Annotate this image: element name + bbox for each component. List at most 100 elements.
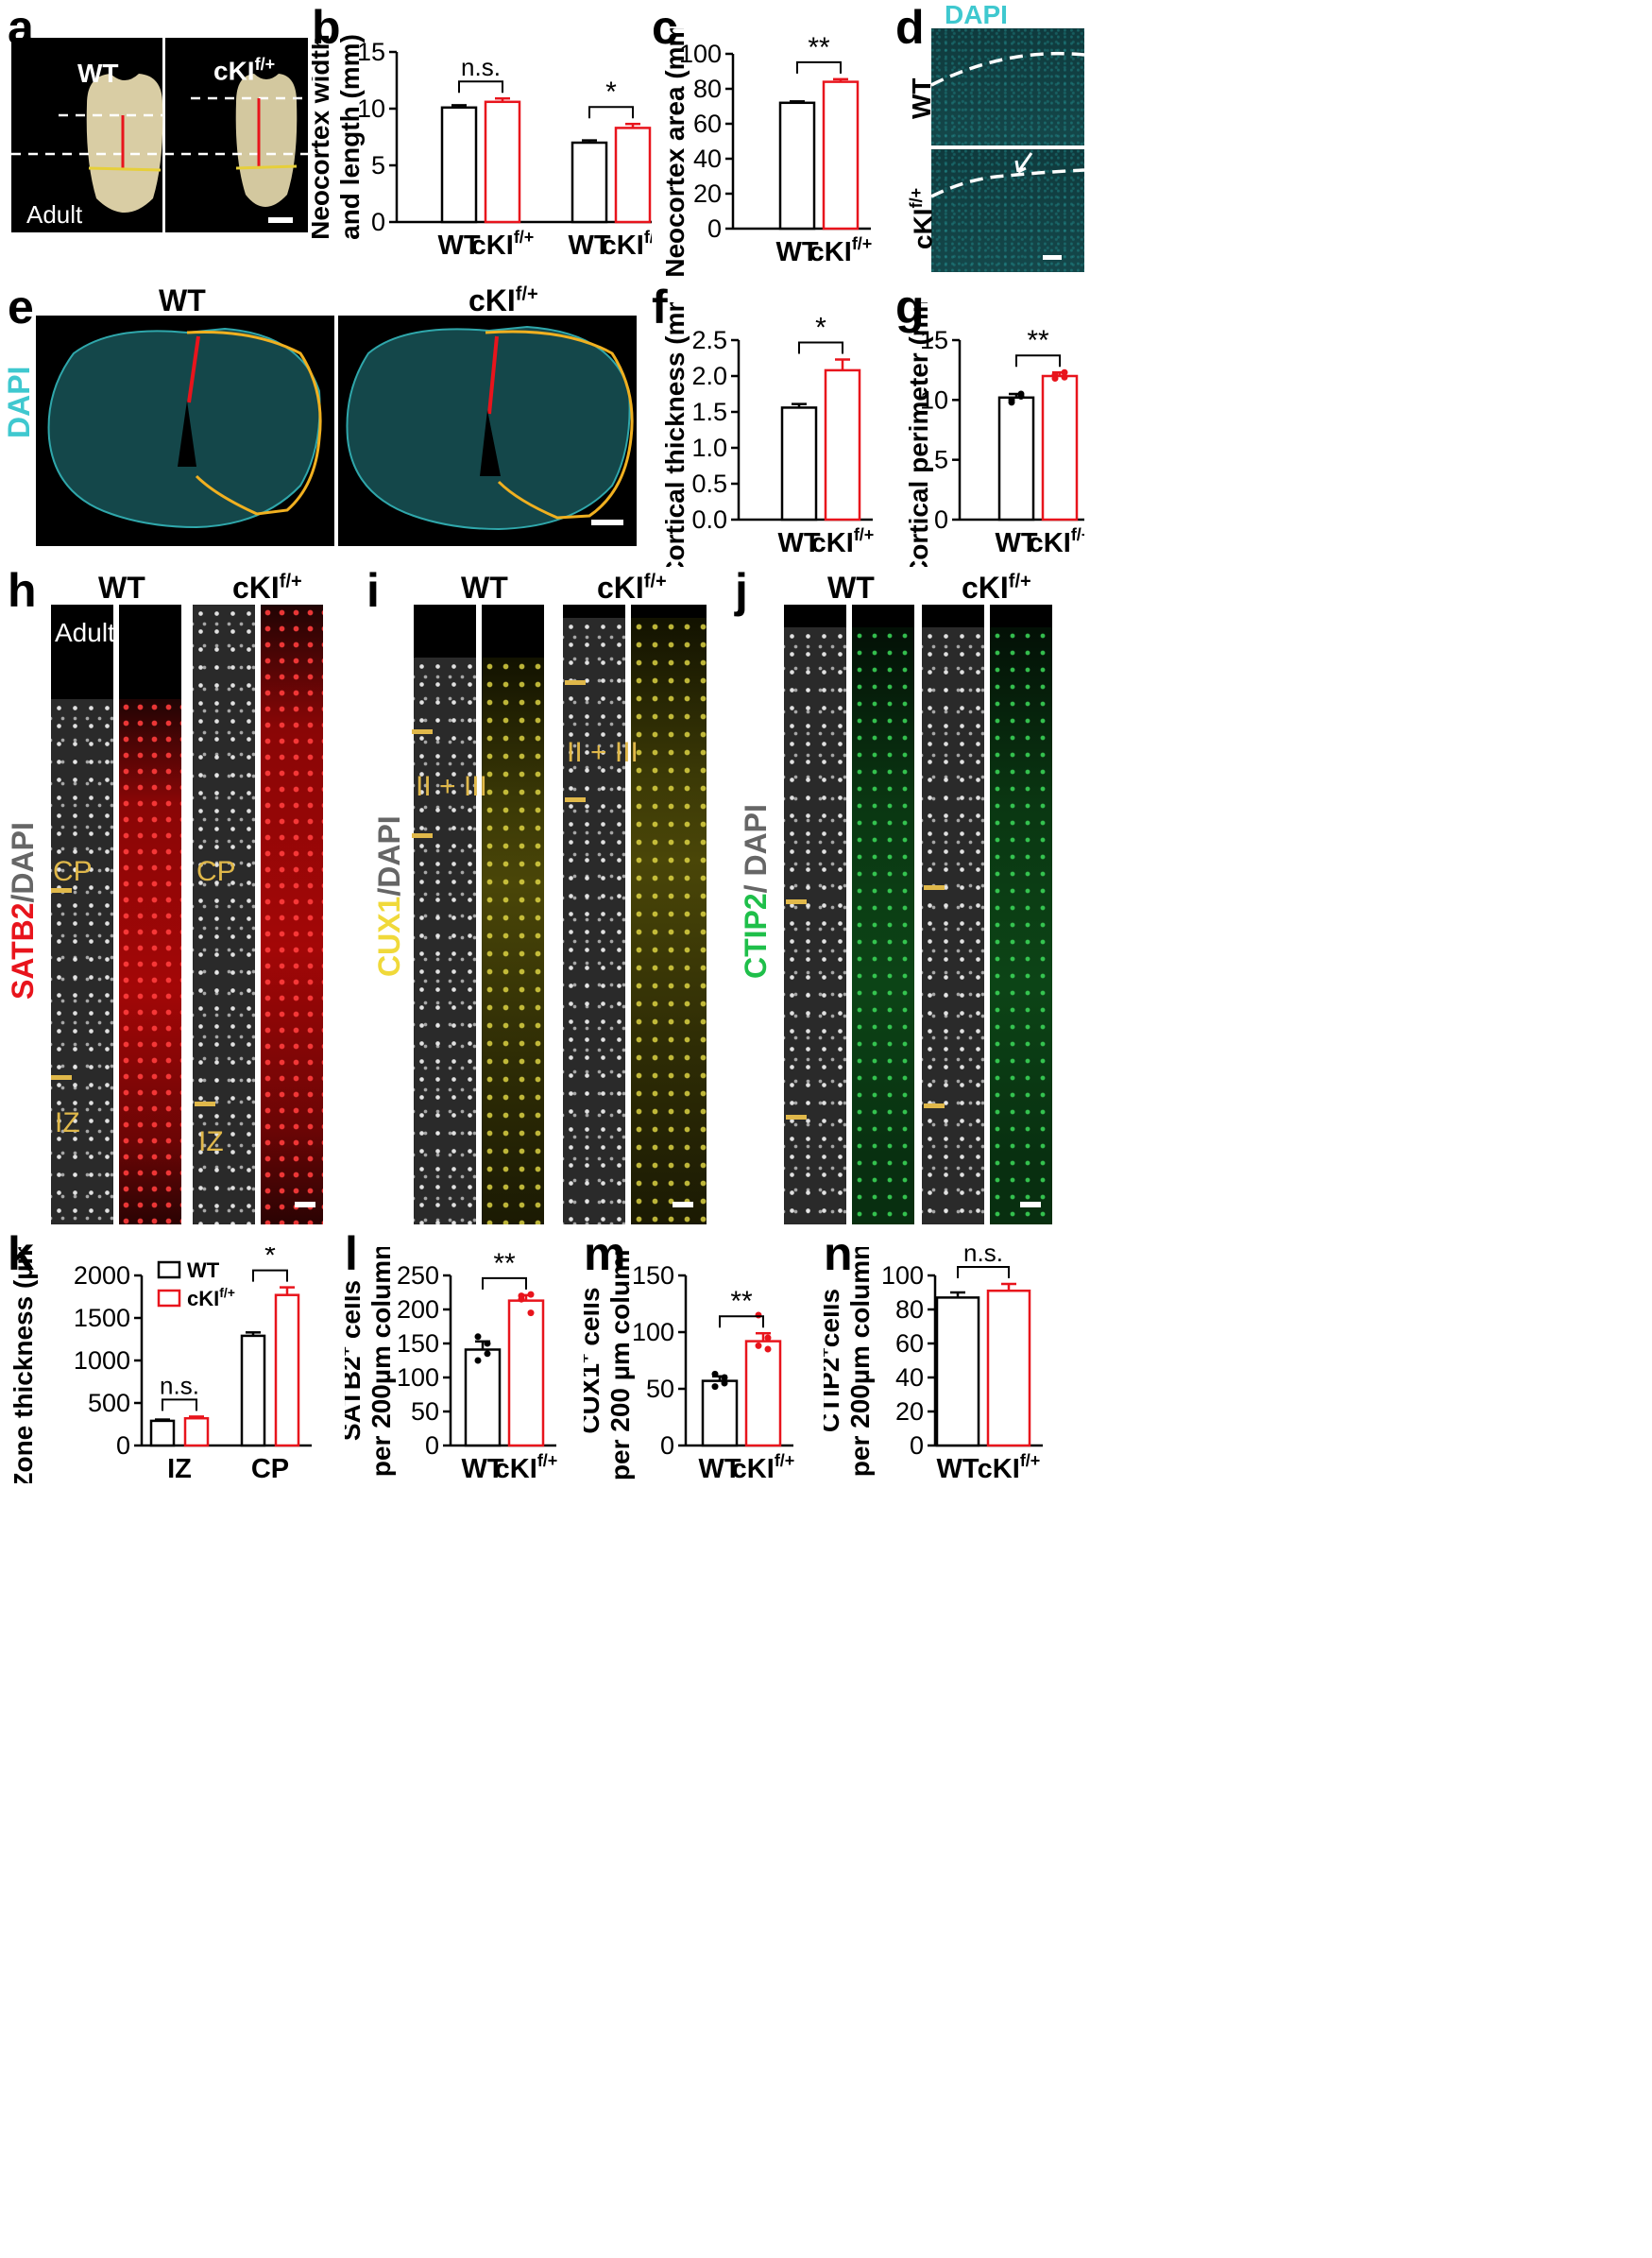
y-tick-label: 15 [920, 326, 948, 354]
label-cki: cKIf/+ [213, 55, 276, 86]
zone-iz-cki: IZ [198, 1126, 224, 1157]
y-tick-label: 200 [397, 1295, 439, 1324]
y-tick-label: 500 [88, 1389, 130, 1417]
zone-layer-wt: II + III [416, 771, 487, 802]
wt-width-line [88, 166, 162, 172]
bar-wt [701, 1379, 739, 1447]
y-tick-label: 60 [895, 1329, 924, 1358]
bar-cki [1041, 374, 1079, 522]
legend-swatch-wt [157, 1260, 181, 1279]
bar-cki [274, 1293, 300, 1447]
bar-wt [778, 101, 816, 231]
data-point [1061, 373, 1068, 381]
data-point [1017, 393, 1025, 401]
data-point [1061, 368, 1068, 376]
panel-label-i: i [366, 564, 380, 617]
data-point [474, 1333, 482, 1341]
data-point [711, 1370, 719, 1377]
divider [162, 38, 165, 232]
zone-marker [565, 797, 586, 802]
zone-marker [195, 1102, 215, 1106]
j-cki-dapi [922, 605, 984, 1224]
significance-label: n.s. [461, 53, 501, 81]
data-point [484, 1340, 491, 1347]
data-point [527, 1291, 535, 1298]
y-tick-label: 150 [397, 1329, 439, 1358]
y-tick-label: 10 [357, 94, 385, 123]
zone-marker [51, 1075, 72, 1080]
y-axis-label: CUX1+ cellsper 200 µm column [584, 1247, 635, 1480]
i-wt-dapi [414, 605, 476, 1224]
cki-width-line [235, 164, 298, 170]
panel-label-e: e [8, 281, 34, 334]
legend-label: cKIf/+ [187, 1285, 235, 1310]
legend-label: WT [187, 1258, 220, 1282]
x-tick-label: WT [698, 1454, 741, 1483]
x-category-label: CP [251, 1454, 289, 1483]
label-wt: WT [77, 59, 119, 88]
zone-marker [924, 885, 945, 890]
y-tick-label: 80 [895, 1295, 924, 1324]
y-tick-label: 2.5 [691, 326, 727, 354]
y-tick-label: 100 [397, 1363, 439, 1392]
bar-wt [935, 1296, 980, 1447]
bar-wt [240, 1334, 266, 1447]
zone-marker [924, 1103, 945, 1108]
x-tick-label: WT [995, 528, 1037, 558]
panel-label-j: j [735, 564, 748, 617]
j-cki-label: cKIf/+ [962, 571, 1031, 605]
significance-bracket [798, 341, 843, 354]
zone-marker [786, 1115, 807, 1120]
j-cki-ctip2 [990, 605, 1052, 1224]
bar-cki [744, 1340, 782, 1447]
data-point [474, 1357, 482, 1364]
y-tick-label: 1500 [74, 1304, 130, 1332]
significance-bracket [796, 60, 842, 74]
data-point [755, 1311, 762, 1319]
h-wt-satb2 [119, 605, 181, 1224]
panel-label-m: m [584, 1227, 626, 1280]
panel-label-c: c [652, 1, 678, 54]
y-tick-label: 60 [693, 110, 722, 138]
y-tick-label: 40 [895, 1363, 924, 1392]
x-tick-label: cKIf/+ [978, 1451, 1041, 1483]
significance-label: ** [1027, 325, 1049, 356]
x-tick-label: WT [936, 1454, 979, 1483]
coronal-wt-label: WT [159, 283, 206, 317]
coronal-cki-image [338, 316, 637, 546]
h-stain-label: SATB2/DAPI [6, 822, 40, 1000]
data-point [755, 1342, 762, 1349]
bar-wt [440, 106, 478, 224]
x-tick-label: cKIf/+ [471, 228, 535, 261]
coronal-cki-label: cKIf/+ [468, 283, 538, 317]
data-point [1008, 399, 1015, 406]
y-tick-label: 5 [934, 446, 948, 474]
y-tick-label: 100 [632, 1318, 674, 1346]
y-tick-label: 0 [371, 208, 385, 236]
y-tick-label: 20 [895, 1397, 924, 1426]
x-tick-label: cKIf/+ [1029, 525, 1084, 558]
bar-cki [822, 80, 860, 231]
significance-label: ** [730, 1286, 753, 1317]
y-axis-label: Cortical perimeter (mm) [904, 302, 933, 567]
data-point [721, 1379, 728, 1387]
cki-brain [235, 74, 298, 207]
x-tick-label: cKIf/+ [811, 525, 875, 558]
significance-label: * [815, 313, 826, 344]
y-tick-label: 20 [693, 180, 722, 208]
zone-marker [565, 680, 586, 685]
panel-label-n: n [824, 1227, 853, 1280]
y-tick-label: 5 [371, 151, 385, 180]
significance-bracket [458, 80, 503, 94]
dapi-wt-image [931, 28, 1084, 145]
significance-label: ** [493, 1248, 516, 1279]
y-axis-label: Neocortex widthand length (mm) [312, 34, 365, 240]
panel-label-l: l [345, 1227, 358, 1280]
y-tick-label: 2.0 [691, 362, 727, 390]
panel-label-k: k [8, 1227, 34, 1280]
x-tick-label: cKIf/+ [495, 1451, 558, 1483]
significance-bracket [588, 106, 634, 119]
